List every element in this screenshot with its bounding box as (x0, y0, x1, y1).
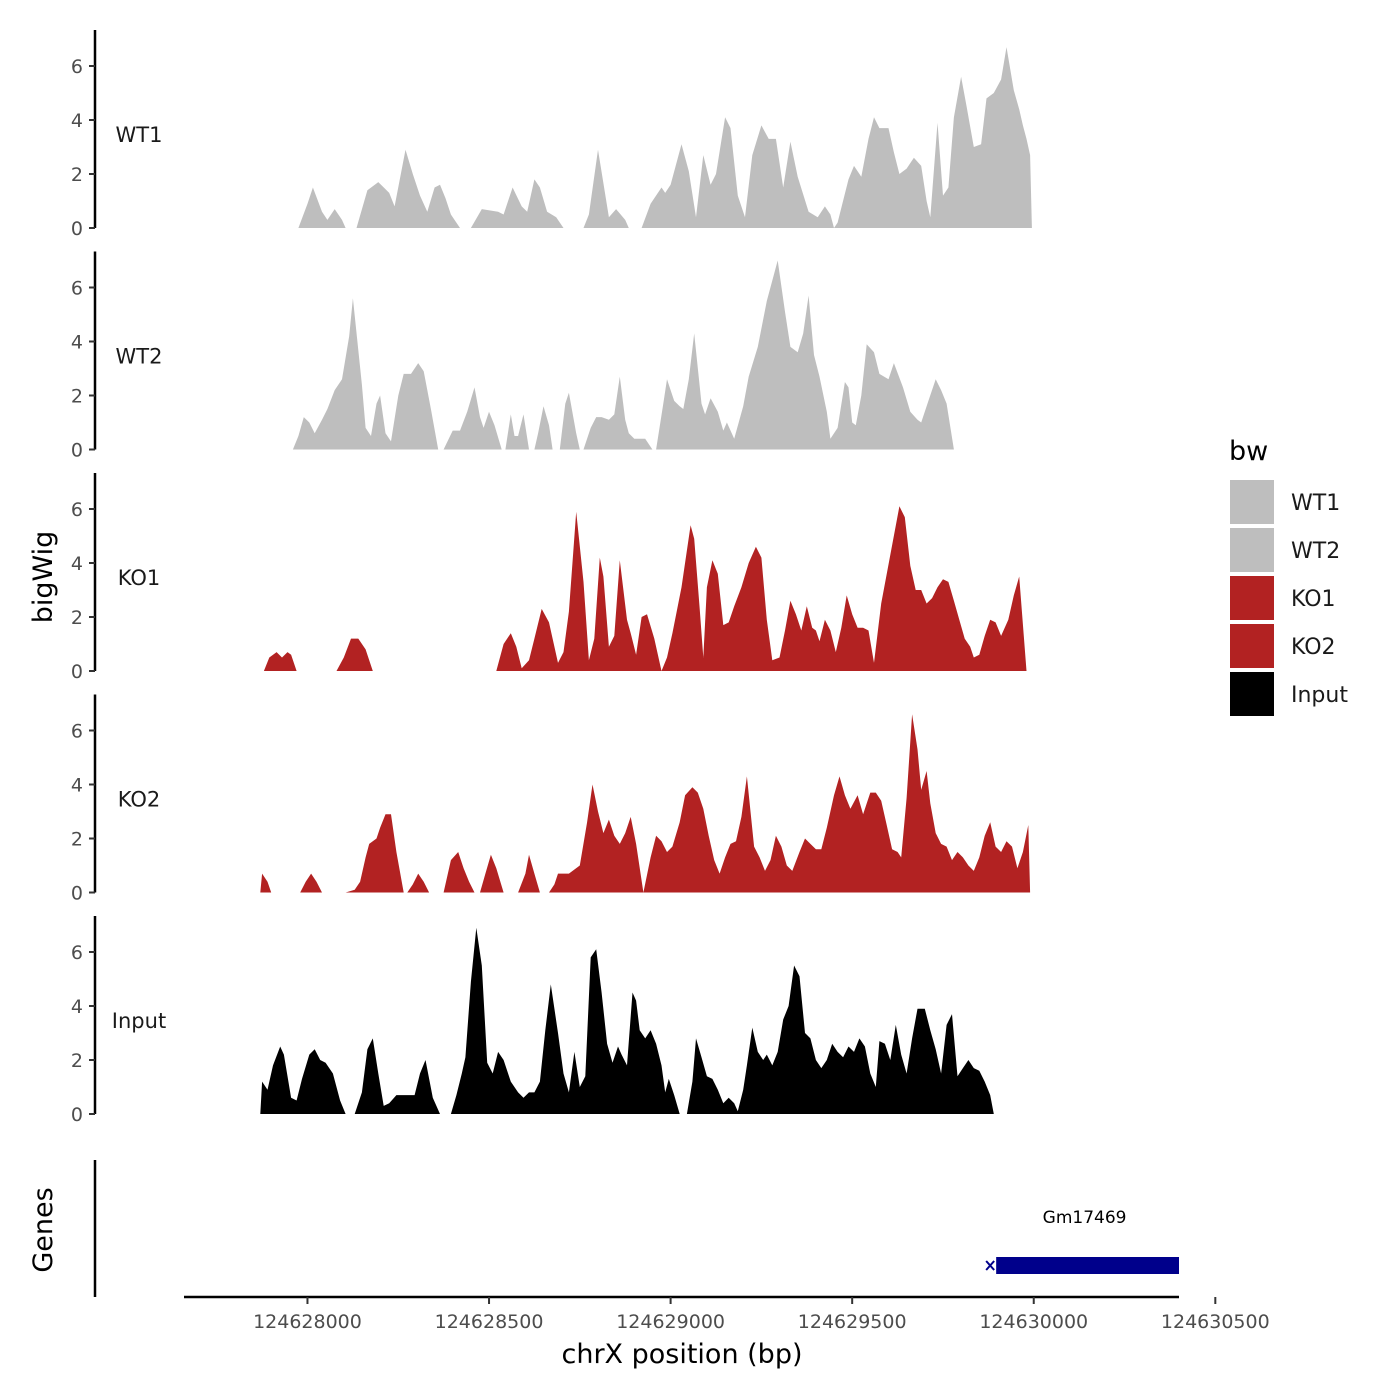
track-input: 0 2 4 6 Input (71, 916, 994, 1126)
track-label-ko1: KO1 (118, 566, 161, 590)
gene-body (996, 1257, 1179, 1274)
y-tick-label-wt2: 2 (71, 386, 83, 408)
coverage-area-wt2 (292, 260, 954, 450)
legend-swatch (1230, 672, 1274, 716)
x-tick-label: 124630000 (979, 1311, 1088, 1333)
track-label-ko2: KO2 (118, 788, 161, 812)
x-axis: 124628000 124628500 124629000 124629500 1246… (184, 1295, 1270, 1333)
gene-gm17469: Gm17469 (985, 1208, 1179, 1274)
y-tick-label-input: 0 (71, 1104, 83, 1126)
legend-swatch (1230, 480, 1274, 524)
coverage-area-ko1 (263, 506, 1027, 671)
y-tick-label-ko2: 2 (71, 829, 83, 851)
legend-item-ko2: KO2 (1230, 624, 1336, 668)
coverage-area-wt1 (298, 47, 1032, 228)
genes-axis-title: Genes (28, 1187, 59, 1272)
legend-swatch (1230, 528, 1274, 572)
y-tick-label-wt2: 0 (71, 440, 83, 462)
gene-strand-marker (985, 1260, 995, 1271)
track-wt2: 0 2 4 6 WT2 (71, 251, 954, 462)
legend-item-wt1: WT1 (1230, 480, 1340, 524)
legend-label: KO2 (1291, 635, 1336, 660)
legend-label: WT2 (1291, 539, 1340, 564)
y-tick-label-ko2: 6 (71, 721, 83, 743)
y-tick-label-ko1: 2 (71, 607, 83, 629)
y-tick-label-wt1: 4 (71, 110, 83, 132)
y-tick-label-ko1: 0 (71, 661, 83, 683)
y-tick-label-wt1: 0 (71, 218, 83, 240)
legend-label: KO1 (1291, 587, 1336, 612)
genes-panel: Gm17469 (93, 1160, 1179, 1297)
y-tick-label-wt1: 2 (71, 164, 83, 186)
legend-item-wt2: WT2 (1230, 528, 1340, 572)
x-tick-label: 124628000 (253, 1311, 362, 1333)
legend-swatch (1230, 624, 1274, 668)
legend-item-ko1: KO1 (1230, 576, 1336, 620)
gene-label: Gm17469 (1043, 1208, 1127, 1228)
track-label-wt1: WT1 (116, 123, 163, 147)
y-tick-label-wt2: 6 (71, 278, 83, 300)
coverage-area-ko2 (260, 714, 1031, 893)
x-tick-label: 124629500 (798, 1311, 907, 1333)
y-tick-label-ko1: 4 (71, 553, 83, 575)
track-label-wt2: WT2 (116, 345, 163, 369)
y-tick-label-wt1: 6 (71, 56, 83, 78)
y-tick-label-input: 2 (71, 1050, 83, 1072)
track-ko1: 0 2 4 6 KO1 (71, 473, 1027, 683)
legend-swatch (1230, 576, 1274, 620)
y-tick-label-wt2: 4 (71, 332, 83, 354)
legend-label: Input (1291, 683, 1348, 708)
tracks-layer: 0 2 4 6 WT1 0 2 4 6 WT2 0 2 4 6 KO1 0 2 4 6 KO2 0 2 4 6 Input (71, 30, 1032, 1126)
x-tick-label: 124628500 (435, 1311, 544, 1333)
track-wt1: 0 2 4 6 WT1 (71, 30, 1032, 240)
y-tick-label-input: 6 (71, 942, 83, 964)
y-tick-label-ko1: 6 (71, 499, 83, 521)
legend-item-input: Input (1230, 672, 1348, 716)
y-tick-label-ko2: 0 (71, 883, 83, 905)
x-axis-title: chrX position (bp) (561, 1339, 802, 1370)
legend-title: bw (1229, 436, 1268, 467)
y-axis-title: bigWig (28, 531, 59, 624)
x-tick-label: 124629000 (616, 1311, 725, 1333)
track-ko2: 0 2 4 6 KO2 (71, 694, 1031, 905)
coverage-area-input (260, 927, 994, 1114)
legend: bw WT1 WT2 KO1 KO2 Input (1229, 436, 1348, 716)
track-label-input: Input (112, 1009, 166, 1033)
y-tick-label-input: 4 (71, 996, 83, 1018)
x-tick-label: 124630500 (1161, 1311, 1270, 1333)
y-tick-label-ko2: 4 (71, 775, 83, 797)
legend-label: WT1 (1291, 491, 1340, 516)
